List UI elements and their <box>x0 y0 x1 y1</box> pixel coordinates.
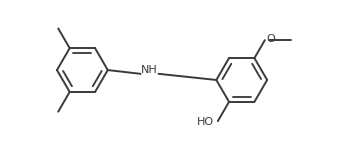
Text: NH: NH <box>141 65 157 75</box>
Text: O: O <box>267 34 276 44</box>
Text: HO: HO <box>197 117 214 127</box>
